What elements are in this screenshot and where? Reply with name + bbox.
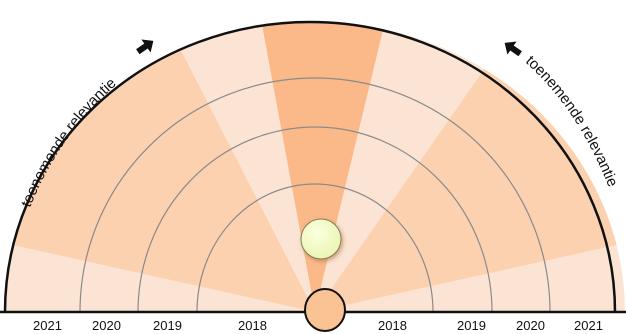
year-label-right-2018: 2018 [378, 318, 407, 333]
year-label-left-2021: 2021 [33, 318, 62, 333]
year-label-right-2019: 2019 [457, 318, 486, 333]
sector-right-outer [315, 240, 625, 312]
year-label-right-2020: 2020 [516, 318, 545, 333]
year-label-left-2019: 2019 [153, 318, 182, 333]
year-label-left-2018: 2018 [238, 318, 267, 333]
year-rings [79, 77, 551, 313]
ring-2018 [196, 183, 434, 313]
year-label-right-2021: 2021 [574, 318, 603, 333]
ring-2020 [79, 77, 551, 313]
arrow-icon [504, 41, 522, 57]
year-label-left-2020: 2020 [92, 318, 121, 333]
outer-boundary [3, 20, 617, 313]
sector-top-center [250, 22, 400, 312]
sectors [5, 22, 625, 312]
item-dot [300, 218, 342, 260]
arrow-icon [136, 39, 154, 55]
center-circle [304, 288, 346, 332]
year-labels: 2021 2020 2019 2018 2018 2019 2020 2021 [33, 318, 603, 333]
ring-2019 [137, 126, 493, 313]
